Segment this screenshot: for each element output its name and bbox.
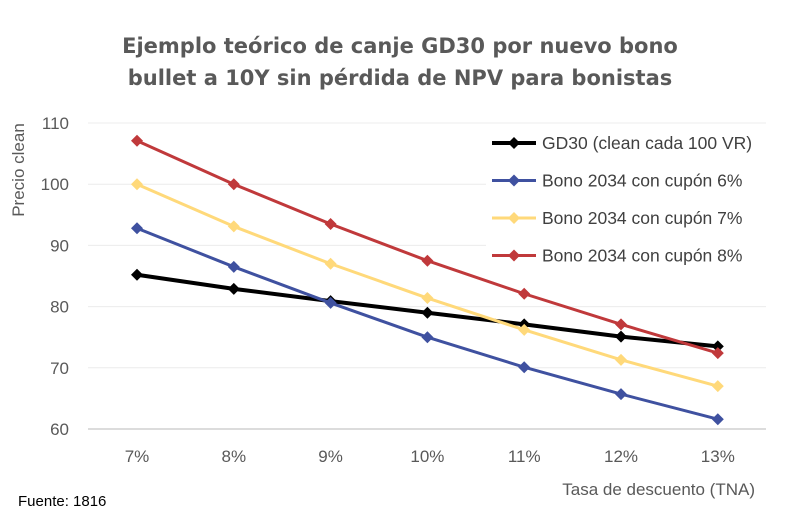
- y-tick-label: 60: [50, 420, 69, 439]
- source-note: Fuente: 1816: [18, 493, 107, 510]
- data-point-marker: [615, 388, 627, 401]
- x-tick-label: 9%: [318, 447, 343, 466]
- data-point-marker: [227, 178, 240, 191]
- data-point-marker: [131, 222, 143, 235]
- legend-marker-icon: [508, 249, 520, 262]
- y-tick-label: 90: [50, 236, 69, 255]
- data-point-marker: [518, 323, 531, 336]
- legend-label: Bono 2034 con cupón 6%: [542, 171, 742, 191]
- y-axis-label: Precio clean: [9, 123, 28, 217]
- data-point-marker: [711, 347, 724, 360]
- data-point-marker: [131, 178, 143, 191]
- legend-label: GD30 (clean cada 100 VR): [542, 133, 752, 153]
- series-group: [131, 134, 724, 426]
- data-point-marker: [131, 268, 143, 281]
- legend-item: Bono 2034 con cupón 8%: [492, 246, 742, 266]
- legend-background: [486, 126, 766, 274]
- data-point-marker: [615, 353, 627, 366]
- y-tick-label: 100: [41, 175, 69, 194]
- data-point-marker: [324, 257, 337, 270]
- x-tick-label: 10%: [410, 447, 444, 466]
- data-point-marker: [227, 282, 240, 295]
- legend-marker-icon: [508, 212, 520, 224]
- data-point-marker: [711, 413, 724, 426]
- data-point-marker: [615, 330, 627, 343]
- data-point-marker: [711, 380, 724, 393]
- data-point-marker: [615, 318, 627, 331]
- series-3: [131, 178, 724, 393]
- x-tick-label: 12%: [604, 447, 638, 466]
- x-tick-label: 8%: [222, 447, 247, 466]
- x-tick-label: 11%: [508, 447, 541, 466]
- y-tick-label: 70: [50, 359, 69, 378]
- y-tick-label: 110: [42, 114, 69, 133]
- legend-item: Bono 2034 con cupón 6%: [492, 171, 742, 191]
- data-point-marker: [518, 287, 531, 300]
- y-tick-label: 80: [50, 298, 69, 317]
- series-4: [131, 134, 724, 360]
- legend-item: Bono 2034 con cupón 7%: [492, 208, 742, 228]
- data-point-marker: [324, 217, 337, 230]
- data-point-marker: [227, 220, 240, 233]
- data-point-marker: [421, 292, 434, 305]
- x-axis-label: Tasa de descuento (TNA): [562, 480, 755, 499]
- legend-marker-icon: [508, 137, 520, 149]
- legend-label: Bono 2034 con cupón 7%: [542, 208, 742, 228]
- x-tick-label: 7%: [125, 447, 150, 466]
- y-axis-ticks: 60 70 80 90 100 110: [41, 114, 69, 439]
- chart-title-line-2: bullet a 10Y sin pérdida de NPV para bon…: [127, 66, 673, 90]
- data-point-marker: [711, 340, 724, 353]
- x-tick-label: 13%: [701, 447, 735, 466]
- data-point-marker: [421, 331, 434, 344]
- data-point-marker: [421, 306, 434, 319]
- legend-marker-icon: [508, 174, 520, 187]
- data-point-marker: [227, 260, 240, 273]
- legend-label: Bono 2034 con cupón 8%: [542, 246, 742, 266]
- data-point-marker: [131, 134, 143, 147]
- data-point-marker: [421, 254, 434, 267]
- data-point-marker: [518, 361, 531, 374]
- x-axis-ticks: 7% 8% 9% 10% 11% 12% 13%: [125, 447, 735, 466]
- legend-item: GD30 (clean cada 100 VR): [492, 133, 752, 153]
- legend: GD30 (clean cada 100 VR) Bono 2034 con cu…: [486, 126, 766, 274]
- data-point-marker: [324, 296, 337, 309]
- chart-title-line-1: Ejemplo teórico de canje GD30 por nuevo …: [122, 34, 678, 58]
- series-2: [131, 222, 724, 426]
